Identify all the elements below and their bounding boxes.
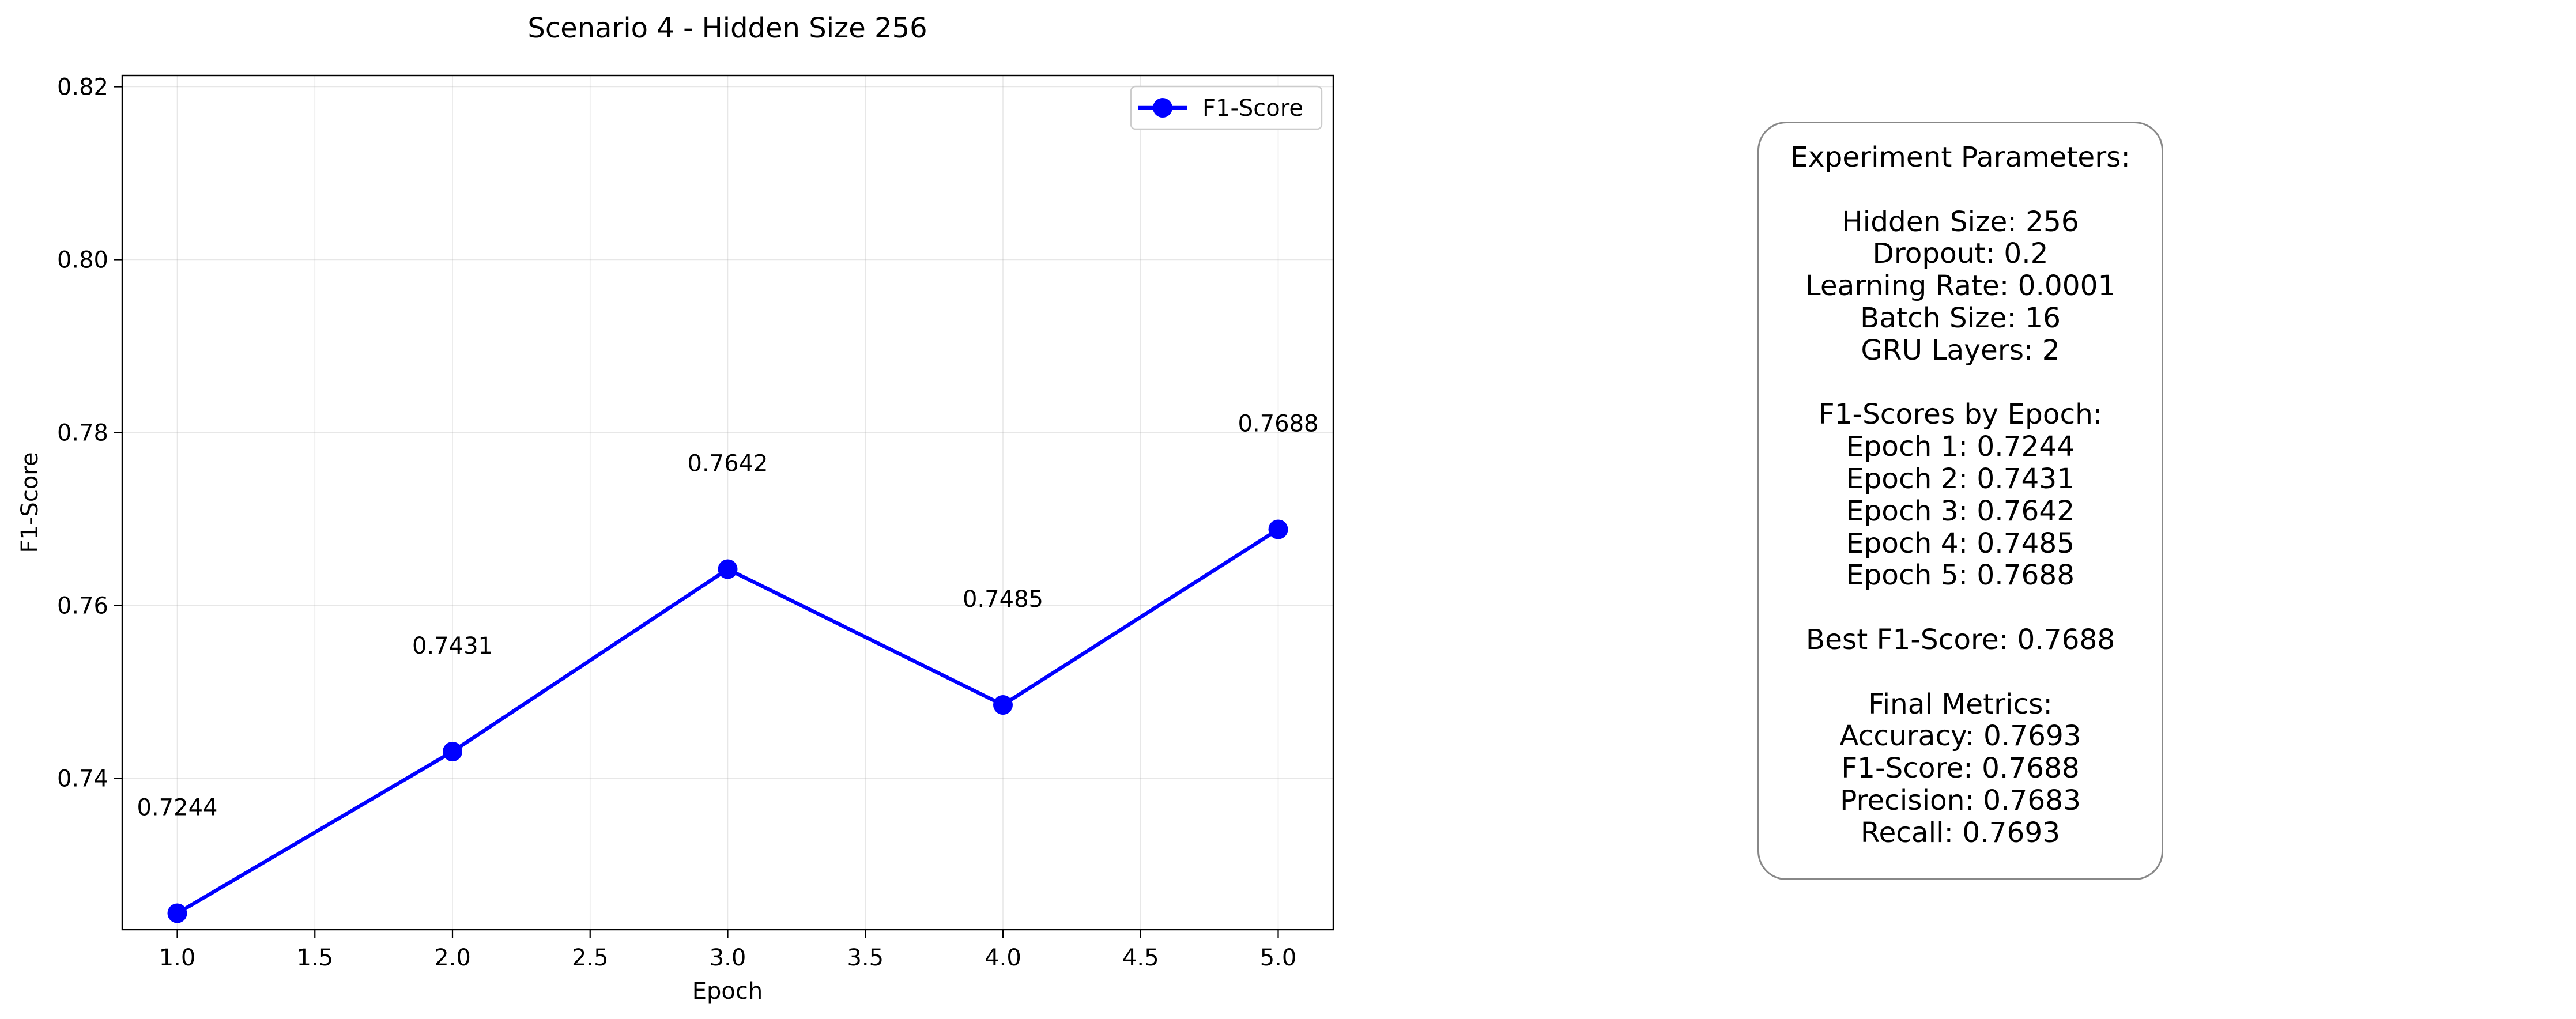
info-line: F1-Score: 0.7688: [1841, 752, 2080, 785]
data-point: [718, 559, 738, 579]
x-tick-label: 2.0: [434, 945, 471, 971]
data-label: 0.7244: [137, 795, 218, 821]
info-line: F1-Scores by Epoch:: [1818, 398, 2103, 431]
info-line: Epoch 5: 0.7688: [1846, 559, 2075, 592]
x-tick-label: 3.0: [710, 945, 746, 971]
info-line: Experiment Parameters:: [1790, 141, 2130, 173]
info-spacer: [1759, 592, 2162, 624]
info-line: Final Metrics:: [1868, 688, 2053, 720]
info-line: Epoch 4: 0.7485: [1846, 527, 2075, 560]
info-line: Batch Size: 16: [1860, 301, 2061, 334]
x-tick-label: 1.5: [296, 945, 333, 971]
info-line: Epoch 2: 0.7431: [1846, 462, 2075, 495]
info-line: Best F1-Score: 0.7688: [1805, 623, 2115, 656]
series-f1-score: 0.7244 0.7431 0.7642 0.7485 0.7688: [137, 411, 1319, 923]
y-axis-label: F1-Score: [17, 452, 43, 553]
x-tick-label: 4.0: [985, 945, 1021, 971]
data-point: [993, 695, 1013, 715]
x-tick-label: 4.5: [1122, 945, 1159, 971]
data-label: 0.7431: [412, 633, 493, 659]
x-tick-label: 2.5: [572, 945, 609, 971]
info-line: Hidden Size: 256: [1842, 205, 2079, 238]
legend-frame: [1130, 85, 1323, 130]
y-tick-label: 0.82: [57, 74, 108, 101]
info-line: Accuracy: 0.7693: [1839, 720, 2081, 753]
x-axis-ticks: 1.0 1.5 2.0 2.5 3.0 3.5 4.0 4.5 5.0: [159, 930, 1297, 971]
info-spacer: [1759, 367, 2162, 399]
info-line: GRU Layers: 2: [1861, 334, 2060, 367]
data-label: 0.7485: [963, 586, 1043, 613]
y-tick-label: 0.76: [57, 593, 108, 620]
y-tick-label: 0.74: [57, 766, 108, 792]
experiment-parameters-text: Experiment Parameters: Hidden Size: 256 Dr…: [1759, 141, 2162, 850]
data-point: [167, 903, 187, 923]
info-spacer: [1759, 174, 2162, 206]
experiment-parameters-box: Experiment Parameters: Hidden Size: 256 Dr…: [1757, 122, 2163, 880]
info-spacer: [1759, 656, 2162, 689]
data-label: 0.7642: [688, 451, 768, 477]
y-tick-label: 0.80: [57, 247, 108, 274]
chart-title: Scenario 4 - Hidden Size 256: [527, 12, 927, 44]
data-label: 0.7688: [1238, 411, 1319, 437]
legend-label: F1-Score: [1202, 95, 1303, 122]
grid-lines: [122, 76, 1333, 930]
x-tick-label: 3.5: [847, 945, 884, 971]
x-axis-label: Epoch: [692, 978, 763, 1005]
info-line: Precision: 0.7683: [1840, 784, 2081, 817]
info-line: Dropout: 0.2: [1872, 237, 2049, 270]
legend: F1-Score: [1130, 85, 1323, 130]
info-line: Recall: 0.7693: [1860, 816, 2061, 849]
data-point: [1268, 519, 1288, 539]
y-tick-label: 0.78: [57, 420, 108, 447]
info-line: Epoch 3: 0.7642: [1846, 495, 2075, 527]
data-point: [443, 742, 462, 761]
y-axis-ticks: 0.74 0.76 0.78 0.80 0.82: [57, 74, 122, 792]
x-tick-label: 1.0: [159, 945, 196, 971]
legend-marker: [1153, 98, 1172, 118]
info-line: Learning Rate: 0.0001: [1805, 270, 2116, 303]
x-tick-label: 5.0: [1260, 945, 1297, 971]
info-line: Epoch 1: 0.7244: [1846, 431, 2075, 463]
